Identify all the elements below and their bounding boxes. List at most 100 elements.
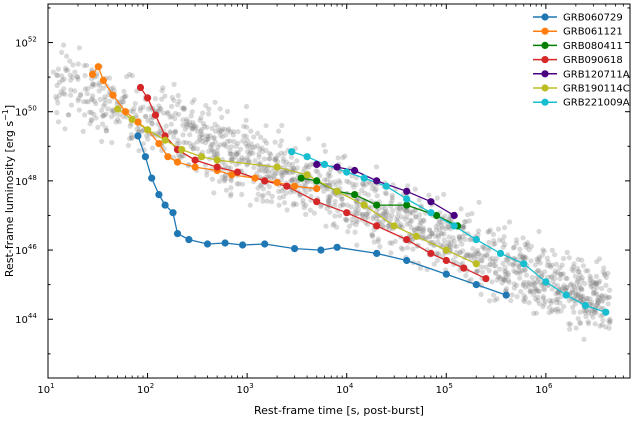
- x-tick-label: 104: [336, 382, 354, 396]
- background-point: [102, 101, 108, 107]
- background-point: [279, 188, 285, 194]
- background-point: [520, 235, 526, 241]
- background-point: [491, 263, 497, 269]
- background-point: [272, 139, 278, 145]
- background-point: [176, 140, 182, 147]
- background-point: [196, 134, 202, 140]
- background-point: [583, 268, 589, 274]
- background-point: [260, 148, 266, 154]
- background-point: [190, 122, 196, 128]
- background-point: [487, 298, 493, 304]
- background-point: [208, 142, 214, 148]
- background-point: [528, 258, 534, 264]
- background-point: [266, 184, 272, 190]
- background-point: [398, 221, 404, 227]
- background-point: [446, 224, 452, 230]
- background-point: [548, 274, 555, 280]
- background-point: [82, 86, 88, 92]
- background-point: [221, 142, 227, 148]
- series-point: [313, 198, 321, 206]
- background-point: [561, 283, 567, 289]
- series-point: [273, 163, 281, 171]
- background-point: [276, 128, 282, 134]
- background-point: [216, 129, 222, 135]
- background-point: [75, 74, 81, 80]
- background-point: [389, 197, 395, 203]
- background-point: [307, 207, 313, 213]
- background-point: [502, 225, 508, 231]
- background-point: [294, 158, 300, 164]
- background-point: [593, 281, 599, 287]
- background-point: [168, 130, 174, 136]
- background-point: [199, 131, 205, 138]
- background-point: [394, 214, 401, 220]
- background-point: [83, 99, 89, 105]
- background-point: [588, 302, 594, 308]
- background-point: [212, 128, 219, 134]
- background-point: [460, 248, 466, 254]
- background-point: [247, 147, 254, 153]
- background-point: [495, 226, 502, 232]
- background-point: [188, 113, 194, 119]
- background-point: [228, 178, 234, 184]
- background-point: [304, 162, 310, 168]
- series-point: [198, 153, 206, 161]
- background-point: [506, 219, 513, 225]
- series-point: [164, 153, 172, 161]
- background-point: [596, 280, 602, 286]
- background-point: [589, 308, 595, 314]
- background-point: [272, 171, 278, 177]
- background-point: [603, 274, 609, 280]
- background-point: [570, 289, 576, 296]
- background-point: [78, 92, 84, 98]
- background-point: [274, 170, 280, 176]
- background-point: [234, 181, 240, 187]
- background-point: [172, 116, 178, 122]
- x-tick-label: 101: [37, 382, 54, 396]
- background-point: [606, 294, 613, 300]
- background-point: [433, 227, 439, 233]
- background-point: [138, 129, 145, 135]
- background-point: [350, 220, 356, 226]
- background-point: [351, 184, 357, 190]
- background-point: [227, 129, 234, 135]
- background-point: [517, 253, 523, 259]
- background-point: [500, 260, 506, 266]
- background-point: [542, 298, 548, 304]
- background-point: [93, 101, 99, 107]
- series-point: [382, 182, 390, 190]
- background-point: [587, 296, 593, 302]
- background-point: [463, 253, 469, 259]
- background-point: [136, 148, 142, 154]
- background-point: [143, 133, 150, 139]
- background-point: [475, 228, 482, 234]
- background-point: [558, 272, 564, 278]
- background-point: [602, 272, 608, 278]
- background-point: [89, 117, 95, 124]
- background-point: [142, 113, 148, 119]
- background-point: [582, 281, 588, 287]
- background-point: [259, 145, 265, 151]
- background-point: [332, 203, 338, 209]
- background-point: [373, 186, 379, 192]
- series-point: [185, 236, 193, 244]
- background-point: [70, 74, 76, 80]
- background-point: [547, 297, 553, 303]
- series-point: [321, 160, 329, 168]
- background-point: [255, 130, 261, 136]
- background-point: [520, 281, 527, 287]
- background-point: [182, 126, 188, 132]
- y-tick-label: 1052: [15, 36, 37, 50]
- background-point: [513, 240, 520, 246]
- background-point: [152, 96, 158, 102]
- background-point: [520, 254, 526, 261]
- series-point: [297, 174, 305, 182]
- background-point: [387, 216, 394, 222]
- background-point: [327, 179, 333, 185]
- background-point: [572, 273, 578, 279]
- background-point: [534, 287, 540, 294]
- background-point: [291, 176, 297, 183]
- background-point: [96, 88, 102, 94]
- background-point: [480, 269, 486, 275]
- series-point: [99, 76, 107, 85]
